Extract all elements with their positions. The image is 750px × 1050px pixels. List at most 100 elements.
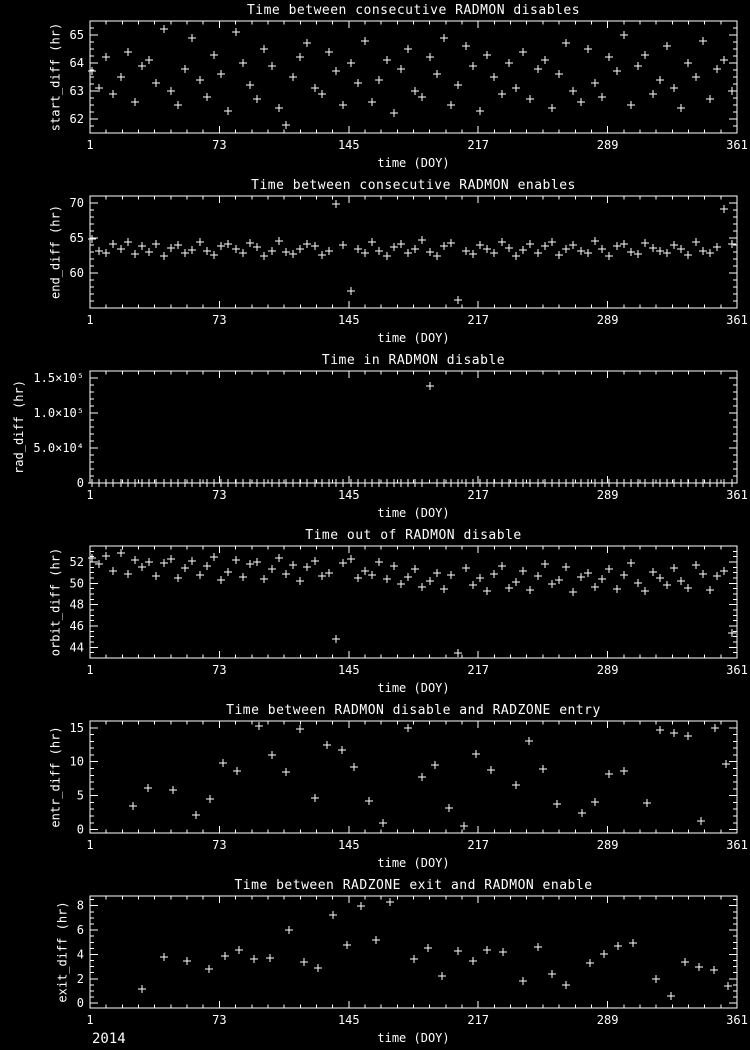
x-tick-label: 361 [726,138,748,152]
chart-title-end-diff: Time between consecutive RADMON enables [251,178,576,193]
footer-year: 2014 [92,1031,126,1047]
x-tick-label: 289 [597,838,619,852]
y-tick-label: 5.0×10⁴ [33,441,84,455]
y-tick-label: 70 [70,196,84,210]
plot-frame [89,545,738,659]
chart-block-rad-diff: Time in RADMON disable 1 73 145 217 289 361 0 5… [0,350,750,525]
axes-box [89,720,738,834]
x-tick-label: 361 [726,838,748,852]
y-tick-label: 63 [70,84,84,98]
axis-labels: 1 73 145 217 289 361 0 2 4 6 8 time (DOY) exit_diff … [56,899,748,1045]
x-tick-label: 73 [212,663,226,677]
axes-box [89,545,738,659]
y-axis-title: orbit_diff (hr) [48,548,62,656]
y-tick-label: 50 [70,576,84,590]
x-tick-label: 1 [86,663,93,677]
axes-box [89,195,738,309]
x-axis-title: time (DOY) [377,681,449,695]
y-axis-title: start_diff (hr) [48,23,62,131]
plot-frame [89,370,738,484]
x-tick-label: 289 [597,1013,619,1027]
y-tick-label: 1.0×10⁵ [33,406,84,420]
data-points [129,722,730,830]
y-tick-label: 2 [77,972,84,986]
chart-title-rad-diff: Time in RADMON disable [321,353,506,368]
x-tick-label: 145 [338,138,360,152]
x-tick-label: 1 [86,313,93,327]
x-tick-label: 289 [597,313,619,327]
x-tick-label: 289 [597,488,619,502]
y-tick-label: 6 [77,923,84,937]
chart-title-start-diff: Time between consecutive RADMON disables [246,3,581,18]
chart-block-end-diff: Time between consecutive RADMON enables … [0,175,750,350]
y-tick-label: 0 [77,823,84,837]
x-tick-label: 73 [212,488,226,502]
x-axis-title: time (DOY) [377,856,449,870]
plot-frame [89,895,738,1009]
chart-rad-diff: 1 73 145 217 289 361 0 5.0×10⁴ 1.0×10⁵ 1.5×10⁵ tim… [12,370,748,520]
x-tick-label: 217 [467,313,489,327]
y-axis-title: end_diff (hr) [48,205,62,299]
plot-frame [89,20,738,134]
chart-exit-diff: 1 73 145 217 289 361 0 2 4 6 8 time (DOY) exit_diff … [56,895,748,1045]
y-tick-label: 62 [70,112,84,126]
y-axis-title: exit_diff (hr) [56,901,70,1002]
y-tick-label: 0 [77,476,84,490]
x-tick-label: 217 [467,838,489,852]
axis-labels: 1 73 145 217 289 361 0 5.0×10⁴ 1.0×10⁵ 1.5×10⁵ tim… [12,371,748,520]
y-tick-label: 60 [70,266,84,280]
x-tick-label: 217 [467,663,489,677]
x-tick-label: 1 [86,838,93,852]
chart-start-diff: 1 73 145 217 289 361 62 63 64 65 time (DOY) start_d… [48,20,748,170]
plot-frame [89,720,738,834]
chart-end-diff: 1 73 145 217 289 361 60 65 70 time (DOY) end_diff … [48,195,748,345]
x-tick-label: 73 [212,838,226,852]
chart-entr-diff: 1 73 145 217 289 361 0 5 10 15 time (DOY) entr_diff… [48,720,748,870]
x-axis-title: time (DOY) [377,1031,449,1045]
plot-frame [89,195,738,309]
x-tick-label: 145 [338,313,360,327]
y-tick-label: 44 [70,640,84,654]
x-tick-label: 361 [726,488,748,502]
y-tick-label: 15 [70,721,84,735]
chart-block-entr-diff: Time between RADMON disable and RADZONE … [0,700,750,875]
data-points [88,200,736,304]
x-axis-title: time (DOY) [377,506,449,520]
y-tick-label: 1.5×10⁵ [33,371,84,385]
x-axis-title: time (DOY) [377,331,449,345]
x-tick-label: 1 [86,138,93,152]
x-tick-label: 145 [338,663,360,677]
axes-box [89,20,738,134]
chart-title-exit-diff: Time between RADZONE exit and RADMON ena… [234,878,593,893]
axis-labels: 1 73 145 217 289 361 62 63 64 65 time (DOY) start_d… [48,23,747,170]
y-axis-title: rad_diff (hr) [12,380,26,474]
y-tick-label: 4 [77,947,84,961]
axes-box [89,370,738,484]
x-tick-label: 73 [212,1013,226,1027]
axis-labels: 1 73 145 217 289 361 0 5 10 15 time (DOY) entr_diff… [48,721,747,870]
x-tick-label: 361 [726,313,748,327]
axes-box [89,895,738,1009]
y-tick-label: 0 [77,996,84,1010]
chart-orbit-diff: 1 73 145 217 289 361 44 46 48 50 52 time (DOY) orbit… [48,545,748,695]
x-tick-label: 1 [86,1013,93,1027]
chart-block-start-diff: Time between consecutive RADMON disables… [0,0,750,175]
x-tick-label: 145 [338,488,360,502]
x-tick-label: 361 [726,663,748,677]
y-tick-label: 46 [70,619,84,633]
x-tick-label: 73 [212,138,226,152]
chart-title-entr-diff: Time between RADMON disable and RADZONE … [226,703,601,718]
y-tick-label: 64 [70,56,84,70]
axis-labels: 1 73 145 217 289 361 60 65 70 time (DOY) end_diff … [48,196,747,345]
y-tick-label: 8 [77,899,84,913]
x-tick-label: 289 [597,138,619,152]
chart-block-exit-diff: Time between RADZONE exit and RADMON ena… [0,875,750,1050]
x-tick-label: 361 [726,1013,748,1027]
x-tick-label: 289 [597,663,619,677]
axis-labels: 1 73 145 217 289 361 44 46 48 50 52 time (DOY) orbit… [48,548,747,695]
x-axis-title: time (DOY) [377,156,449,170]
data-points [138,898,732,1000]
y-tick-label: 52 [70,555,84,569]
x-tick-label: 73 [212,313,226,327]
